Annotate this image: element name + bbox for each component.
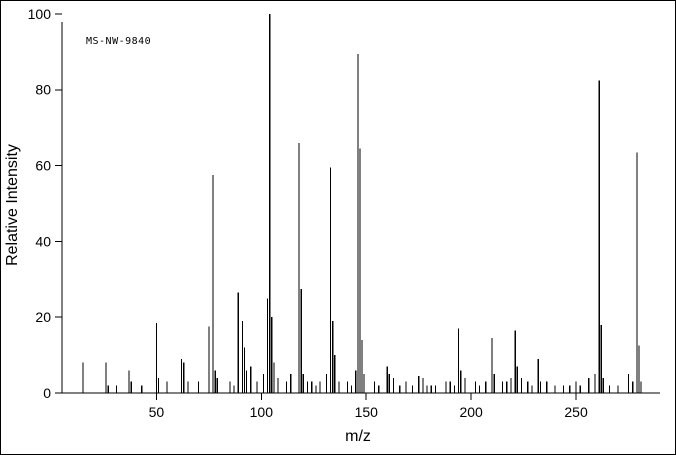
x-tick-label: 200 (459, 404, 483, 420)
y-tick-label: 40 (35, 233, 51, 249)
y-tick-label: 80 (35, 82, 51, 98)
y-tick-label: 100 (28, 6, 52, 22)
x-axis-title: m/z (345, 428, 371, 445)
x-tick-label: 100 (250, 404, 274, 420)
x-tick-label: 50 (149, 404, 165, 420)
x-tick-label: 150 (355, 404, 379, 420)
y-axis-title: Relative Intensity (4, 144, 21, 266)
y-tick-label: 20 (35, 309, 51, 325)
y-tick-label: 60 (35, 158, 51, 174)
x-tick-label: 250 (564, 404, 588, 420)
spectrum-id-label: MS-NW-9840 (86, 36, 151, 47)
y-tick-label: 0 (43, 385, 51, 401)
plot-area: 50 100 150 200 250 0 20 40 60 80 100 (28, 6, 660, 420)
